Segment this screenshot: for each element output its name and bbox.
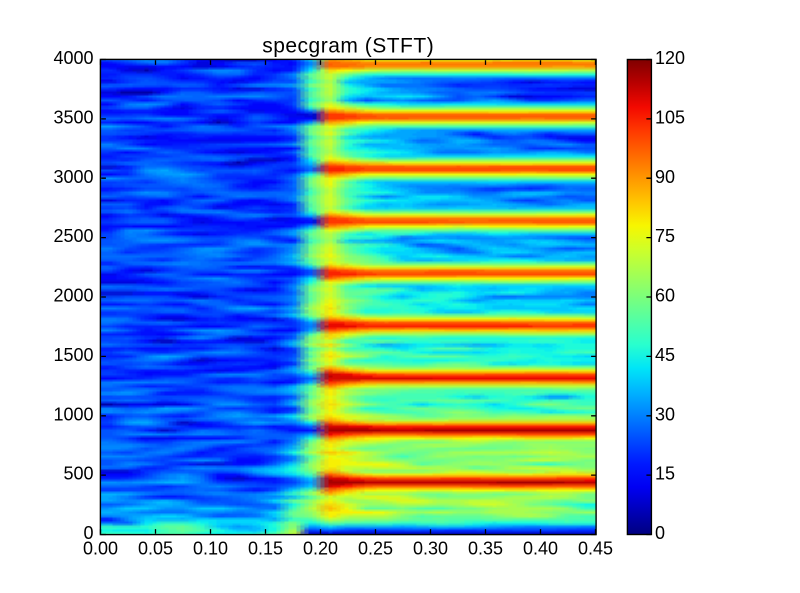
- svg-text:90: 90: [655, 167, 675, 187]
- svg-text:0.30: 0.30: [413, 538, 448, 558]
- svg-text:45: 45: [655, 345, 675, 365]
- svg-text:75: 75: [655, 226, 675, 246]
- svg-text:0.35: 0.35: [468, 538, 503, 558]
- svg-text:0.00: 0.00: [83, 538, 118, 558]
- svg-text:1000: 1000: [53, 404, 93, 424]
- svg-text:0.40: 0.40: [523, 538, 558, 558]
- svg-text:30: 30: [655, 404, 675, 424]
- svg-text:3500: 3500: [53, 108, 93, 128]
- svg-text:2500: 2500: [53, 226, 93, 246]
- svg-text:15: 15: [655, 464, 675, 484]
- svg-text:0: 0: [83, 523, 93, 543]
- svg-text:2000: 2000: [53, 286, 93, 306]
- svg-text:0.25: 0.25: [358, 538, 393, 558]
- svg-text:60: 60: [655, 286, 675, 306]
- svg-text:0.05: 0.05: [138, 538, 173, 558]
- svg-text:0.15: 0.15: [248, 538, 283, 558]
- svg-text:3000: 3000: [53, 167, 93, 187]
- svg-text:0.20: 0.20: [303, 538, 338, 558]
- svg-text:1500: 1500: [53, 345, 93, 365]
- svg-text:0.45: 0.45: [578, 538, 613, 558]
- svg-text:500: 500: [63, 464, 93, 484]
- svg-text:105: 105: [655, 108, 685, 128]
- svg-text:4000: 4000: [53, 48, 93, 68]
- svg-text:0.10: 0.10: [193, 538, 228, 558]
- svg-text:120: 120: [655, 48, 685, 68]
- svg-text:0: 0: [655, 523, 665, 543]
- svg-text:specgram (STFT): specgram (STFT): [262, 34, 434, 57]
